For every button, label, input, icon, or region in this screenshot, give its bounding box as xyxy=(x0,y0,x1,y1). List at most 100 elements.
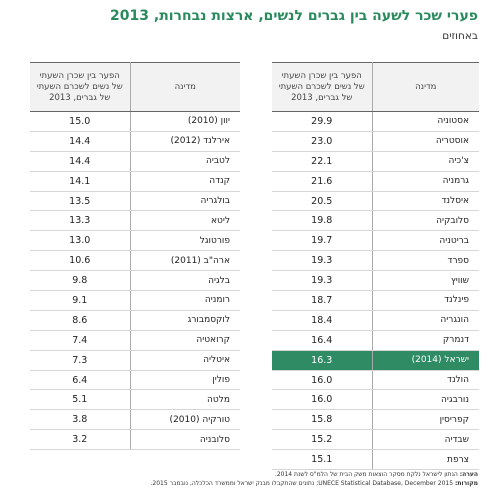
table-row: ארה"ב (2011) 10.6 xyxy=(30,250,240,272)
value-cell: 9.1 xyxy=(30,290,130,311)
value-cell: 19.3 xyxy=(272,270,372,292)
table-row: מלטה 5.1 xyxy=(30,389,240,411)
country-cell: טורקיה (2010) xyxy=(129,409,240,431)
country-cell: פורטוגל xyxy=(129,230,240,252)
table-row: סלובקיה 19.8 xyxy=(272,210,479,232)
value-cell: 16.0 xyxy=(272,389,372,411)
value-cell: 14.4 xyxy=(30,151,130,172)
value-cell: 15.1 xyxy=(272,449,372,471)
country-cell: קנדה xyxy=(129,171,240,192)
country-cell: נורבגיה xyxy=(371,389,479,411)
country-cell: איסלנד xyxy=(371,191,479,212)
table-row: צרפת 15.1 xyxy=(272,449,479,471)
country-cell: בריטניה xyxy=(371,230,479,252)
value-cell: 3.2 xyxy=(30,429,130,451)
wage-gap-table-left: מדינה הפער בין שכרן השעתי של נשים לשכרם … xyxy=(30,62,240,451)
country-cell: קרואטיה xyxy=(129,330,240,351)
table-row: סלובניה 3.2 xyxy=(30,429,240,451)
note-text: הנתון לישראל נלקח מסקר הוצאות משק הבית ש… xyxy=(274,471,458,478)
country-cell: ארה"ב (2011) xyxy=(129,250,240,272)
table-row: פינלנד 18.7 xyxy=(272,290,479,311)
table-row: הונגריה 18.4 xyxy=(272,310,479,331)
country-cell: סלובניה xyxy=(129,429,240,451)
value-cell: 16.4 xyxy=(272,330,372,351)
country-cell: קפריסין xyxy=(371,409,479,431)
value-cell: 29.9 xyxy=(272,111,372,132)
country-cell: לוקסמבורג xyxy=(129,310,240,331)
country-cell: צ'כיה xyxy=(371,151,479,172)
table-row: צ'כיה 22.1 xyxy=(272,151,479,172)
table-row: לוקסמבורג 8.6 xyxy=(30,310,240,331)
country-cell: שוויץ xyxy=(371,270,479,292)
value-cell: 10.6 xyxy=(30,250,130,272)
value-column-header: הפער בין שכרן השעתי של נשים לשכרם השעתי … xyxy=(272,62,372,112)
country-column-header: מדינה xyxy=(371,62,479,112)
value-cell: 9.8 xyxy=(30,270,130,292)
source-text: UNECE Statistical Database, December 201… xyxy=(150,480,454,487)
source-line: מקורות: UNECE Statistical Database, Dece… xyxy=(12,479,478,488)
wage-gap-table-right: מדינה הפער בין שכרן השעתי של נשים לשכרם … xyxy=(272,62,479,471)
table-body: אסטוניה 29.9 אוסטריה 23.0 צ'כיה 22.1 גרמניה 21.… xyxy=(272,111,479,471)
value-cell: 7.4 xyxy=(30,330,130,351)
value-cell: 20.5 xyxy=(272,191,372,212)
table-header-row: מדינה הפער בין שכרן השעתי של נשים לשכרם … xyxy=(272,62,479,112)
table-row: ספרד 19.3 xyxy=(272,250,479,272)
table-row: שוויץ 19.3 xyxy=(272,270,479,292)
value-cell: 15.8 xyxy=(272,409,372,431)
country-cell: ישראל (2014) xyxy=(371,350,479,371)
table-row: ליטא 13.3 xyxy=(30,210,240,232)
table-row: קרואטיה 7.4 xyxy=(30,330,240,351)
table-row: אוסטריה 23.0 xyxy=(272,131,479,152)
value-cell: 7.3 xyxy=(30,350,130,371)
table-row: איטליה 7.3 xyxy=(30,350,240,371)
country-cell: ספרד xyxy=(371,250,479,272)
value-cell: 14.4 xyxy=(30,131,130,152)
value-cell: 22.1 xyxy=(272,151,372,172)
value-cell: 21.6 xyxy=(272,171,372,192)
table-row: בלגיה 9.8 xyxy=(30,270,240,292)
value-cell: 23.0 xyxy=(272,131,372,152)
country-cell: ליטא xyxy=(129,210,240,232)
source-label: מקורות: xyxy=(455,480,478,487)
country-cell: סלובקיה xyxy=(371,210,479,232)
table-row: לטביה 14.4 xyxy=(30,151,240,172)
table-row: פולין 6.4 xyxy=(30,370,240,391)
table-row: קפריסין 15.8 xyxy=(272,409,479,431)
page-subtitle: באחוזים xyxy=(442,30,478,42)
country-cell: לטביה xyxy=(129,151,240,172)
value-cell: 15.0 xyxy=(30,111,130,132)
country-cell: איטליה xyxy=(129,350,240,371)
country-cell: אירלנד (2012) xyxy=(129,131,240,152)
value-cell: 16.3 xyxy=(272,350,372,371)
value-cell: 19.3 xyxy=(272,250,372,272)
value-cell: 13.0 xyxy=(30,230,130,252)
table-row: בולגריה 13.5 xyxy=(30,191,240,212)
table-row: פורטוגל 13.0 xyxy=(30,230,240,252)
table-row: הולנד 16.0 xyxy=(272,370,479,391)
country-cell: שבדיה xyxy=(371,429,479,451)
country-cell: מלטה xyxy=(129,389,240,411)
table-row: אירלנד (2012) 14.4 xyxy=(30,131,240,152)
country-cell: גרמניה xyxy=(371,171,479,192)
country-cell: צרפת xyxy=(371,449,479,471)
table-row: בריטניה 19.7 xyxy=(272,230,479,252)
value-cell: 16.0 xyxy=(272,370,372,391)
table-body: יוון (2010) 15.0 אירלנד (2012) 14.4 לטביה 14.… xyxy=(30,111,240,451)
value-cell: 13.5 xyxy=(30,191,130,212)
table-row-highlighted: ישראל (2014) 16.3 xyxy=(272,350,479,371)
table-row: רומניה 9.1 xyxy=(30,290,240,311)
table-row: טורקיה (2010) 3.8 xyxy=(30,409,240,431)
table-row: נורבגיה 16.0 xyxy=(272,389,479,411)
value-cell: 19.7 xyxy=(272,230,372,252)
note-label: הערה: xyxy=(459,471,478,478)
country-column-header: מדינה xyxy=(129,62,240,112)
value-cell: 18.4 xyxy=(272,310,372,331)
country-cell: בולגריה xyxy=(129,191,240,212)
country-cell: פינלנד xyxy=(371,290,479,311)
value-cell: 6.4 xyxy=(30,370,130,391)
value-cell: 13.3 xyxy=(30,210,130,232)
country-cell: פולין xyxy=(129,370,240,391)
value-column-header: הפער בין שכרן השעתי של נשים לשכרם השעתי … xyxy=(30,62,130,112)
country-cell: יוון (2010) xyxy=(129,111,240,132)
value-cell: 8.6 xyxy=(30,310,130,331)
